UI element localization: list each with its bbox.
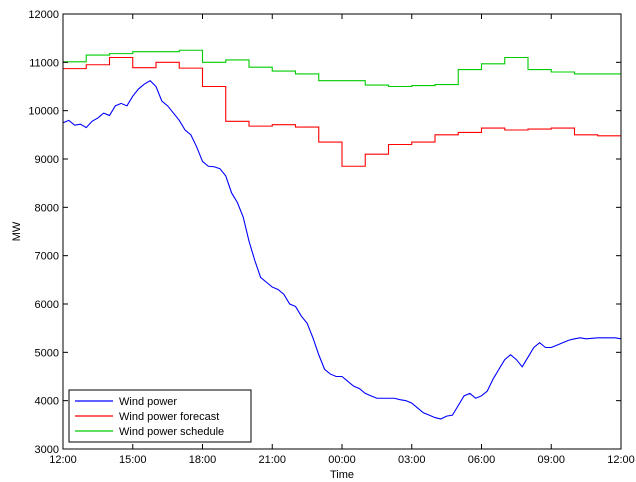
x-tick-label: 06:00 <box>468 454 496 466</box>
y-tick-label: 9000 <box>35 154 59 166</box>
legend: Wind power Wind power forecast Wind power … <box>68 389 252 443</box>
x-tick-label: 18:00 <box>189 454 217 466</box>
y-tick-label: 4000 <box>35 396 59 408</box>
series-line-2 <box>63 49 621 88</box>
series-layer <box>62 49 622 420</box>
x-tick-label: 00:00 <box>328 454 356 466</box>
legend-label: Wind power <box>119 396 177 408</box>
axis-ticks: 12:00 15:00 18:00 21:00 00:00 03:00 06:00 09:00… <box>28 9 634 466</box>
x-tick-label: 12:00 <box>49 454 77 466</box>
x-tick-label: 21:00 <box>258 454 286 466</box>
series-line-1 <box>63 56 621 167</box>
x-tick-label: 12:00 <box>607 454 635 466</box>
y-tick-label: 7000 <box>35 251 59 263</box>
y-tick-label: 3000 <box>35 444 59 456</box>
y-tick-label: 6000 <box>35 299 59 311</box>
series-line-0 <box>62 80 622 420</box>
y-tick-label: 8000 <box>35 202 59 214</box>
legend-label: Wind power forecast <box>119 411 219 423</box>
x-tick-label: 03:00 <box>398 454 426 466</box>
y-tick-label: 10000 <box>28 106 59 118</box>
y-tick-label: 11000 <box>29 57 59 69</box>
y-tick-label: 5000 <box>35 347 59 359</box>
x-tick-label: 15:00 <box>119 454 147 466</box>
y-axis-label: MW <box>11 221 23 241</box>
x-tick-label: 09:00 <box>537 454 565 466</box>
legend-label: Wind power schedule <box>119 426 224 438</box>
x-axis-label: Time <box>330 469 354 481</box>
y-tick-label: 12000 <box>28 9 59 21</box>
